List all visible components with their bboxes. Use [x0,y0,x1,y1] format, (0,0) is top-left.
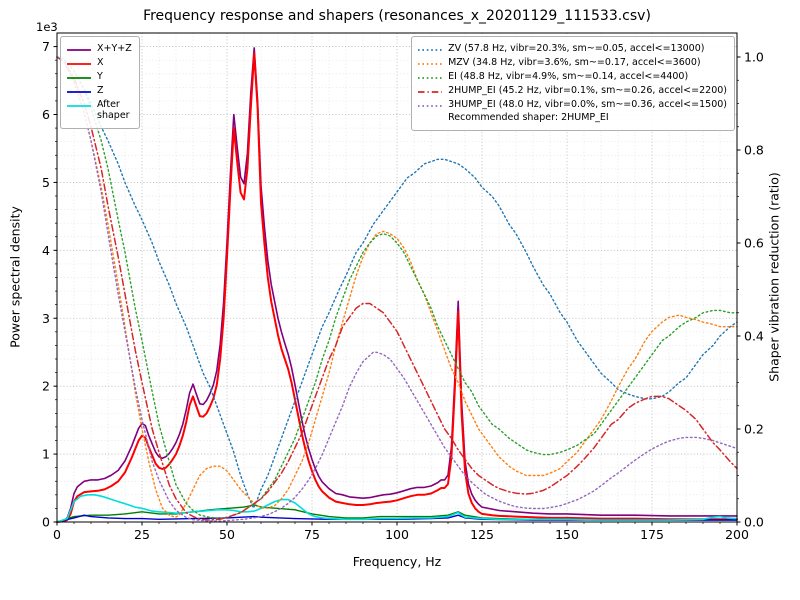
tick-label: 150 [555,527,579,542]
legend-label: X+Y+Z [97,43,132,54]
tick-label: 0.0 [744,515,764,530]
series-mzv [56,56,738,519]
legend-item-mzv: MZV (34.8 Hz, vibr=3.6%, sm~=0.17, accel… [417,57,727,69]
legend-line-sample [67,104,91,107]
series-x [56,52,738,523]
legend-label: X [97,56,104,68]
legend-label: 3HUMP_EI (48.0 Hz, vibr=0.0%, sm~=0.36, … [448,98,727,110]
tick-label: 2 [42,379,50,394]
tick-label: 175 [640,527,664,542]
tick-label: 50 [219,527,235,542]
legend-line-sample [67,76,91,79]
legend-line-sample [67,62,91,65]
tick-label: 7 [42,39,50,54]
tick-label: 0.6 [744,236,764,251]
series-ei [56,56,738,519]
legend-item-x: X [66,57,132,69]
legend-label: Y [97,70,103,82]
recommended-shaper-text: Recommended shaper: 2HUMP_EI [448,112,609,124]
tick-label: 75 [304,527,320,542]
y-axis-offset-label: 1e3 [36,20,58,34]
legend-item-2hump-ei: 2HUMP_EI (45.2 Hz, vibr=0.1%, sm~=0.26, … [417,85,727,97]
legend-item-z: Z [66,85,132,97]
legend-label: After shaper [97,98,130,122]
legend-shapers: ZV (57.8 Hz, vibr=20.3%, sm~=0.05, accel… [411,36,735,132]
legend-psd: X+Y+Z X Y Z After shaper [60,36,140,130]
series-3hump-ei [56,56,738,522]
legend-label: 2HUMP_EI (45.2 Hz, vibr=0.1%, sm~=0.26, … [448,84,727,96]
legend-line-sample [67,90,91,93]
legend-item-ei: EI (48.8 Hz, vibr=4.9%, sm~=0.14, accel<… [417,71,727,83]
tick-label: 25 [134,527,150,542]
legend-line-sample [418,62,443,65]
tick-label: 1.0 [744,50,764,65]
tick-label: 200 [725,527,749,542]
tick-label: 6 [42,107,50,122]
legend-label: ZV (57.8 Hz, vibr=20.3%, sm~=0.05, accel… [448,43,705,54]
legend-line-sample [418,49,443,51]
tick-label: 100 [385,527,409,542]
tick-label: 0.8 [744,143,764,158]
tick-label: 3 [42,311,50,326]
tick-label: 4 [42,243,50,258]
legend-item-after-shaper: After shaper [66,99,132,123]
legend-line-sample [67,49,91,51]
tick-label: 5 [42,175,50,190]
legend-label: Z [97,84,104,96]
chart-title: Frequency response and shapers (resonanc… [143,8,651,24]
legend-item-sum: X+Y+Z [66,43,132,55]
x-axis-label: Frequency, Hz [352,554,442,569]
tick-label: 0 [53,527,61,542]
legend-item-zv: ZV (57.8 Hz, vibr=20.3%, sm~=0.05, accel… [417,43,727,55]
legend-line-sample [417,115,443,123]
tick-label: 1 [42,447,50,462]
tick-label: 125 [470,527,494,542]
legend-item-3hump-ei: 3HUMP_EI (48.0 Hz, vibr=0.0%, sm~=0.36, … [417,99,727,111]
legend-label: MZV (34.8 Hz, vibr=3.6%, sm~=0.17, accel… [448,56,701,68]
series-after-shaper [56,493,738,523]
tick-label: 0.4 [744,329,764,344]
legend-line-sample [418,104,443,107]
legend-line-sample [418,90,443,93]
legend-item-y: Y [66,71,132,83]
legend-recommended-note: Recommended shaper: 2HUMP_EI [417,112,727,124]
series-2hump-ei [56,56,738,521]
tick-label: 0 [42,515,50,530]
tick-label: 0.2 [744,422,764,437]
series-zv [56,56,738,509]
legend-line-sample [418,76,443,79]
legend-label: EI (48.8 Hz, vibr=4.9%, sm~=0.14, accel<… [448,70,689,82]
